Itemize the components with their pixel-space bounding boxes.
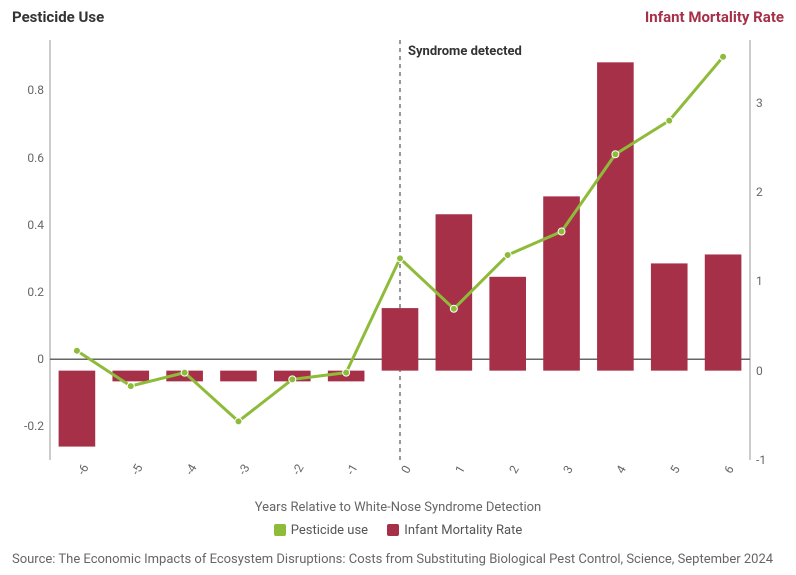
line-marker (666, 117, 673, 124)
x-tick: 2 (506, 463, 521, 476)
x-axis-label: Years Relative to White-Nose Syndrome De… (0, 500, 796, 515)
line-marker (397, 255, 404, 262)
bar (436, 214, 473, 370)
bar (382, 308, 419, 371)
bar (543, 196, 580, 370)
plot-area: -0.200.20.40.60.8-10123-6-5-4-3-2-101234… (50, 40, 750, 460)
legend: Pesticide use Infant Mortality Rate (0, 523, 796, 541)
bar (597, 62, 634, 370)
bar (489, 277, 526, 371)
source-text: Source: The Economic Impacts of Ecosyste… (12, 552, 773, 567)
line-marker (73, 347, 80, 354)
line-marker (450, 305, 457, 312)
line-marker (181, 369, 188, 376)
x-tick: -5 (128, 462, 145, 478)
bar (220, 371, 257, 382)
line-marker (612, 151, 619, 158)
chart-container: Pesticide Use Infant Mortality Rate -0.2… (0, 0, 796, 575)
y-tick-right: 2 (756, 185, 763, 199)
line-marker (289, 376, 296, 383)
bar (651, 263, 688, 370)
legend-label-mortality: Infant Mortality Rate (404, 523, 522, 538)
x-tick: 4 (614, 463, 629, 476)
chart-svg (50, 40, 750, 460)
x-tick: -3 (236, 462, 253, 478)
line-marker (558, 228, 565, 235)
x-tick: 0 (398, 463, 413, 476)
line-marker (504, 252, 511, 259)
x-tick: 6 (721, 463, 736, 476)
y-tick-right: 0 (756, 364, 763, 378)
y-tick-right: 3 (756, 96, 763, 110)
y-tick-right: -1 (756, 453, 766, 467)
y-tick-left: 0.6 (27, 151, 44, 165)
x-tick: -1 (344, 462, 361, 478)
bar (59, 371, 96, 447)
left-axis-title: Pesticide Use (12, 8, 104, 26)
x-tick: -2 (290, 462, 307, 478)
y-tick-left: 0.2 (27, 285, 44, 299)
line-marker (720, 53, 727, 60)
x-tick: 1 (452, 463, 467, 476)
line-marker (343, 369, 350, 376)
legend-item-mortality: Infant Mortality Rate (387, 523, 522, 538)
legend-label-pesticide: Pesticide use (291, 523, 368, 538)
right-axis-title: Infant Mortality Rate (645, 8, 784, 26)
x-tick: -6 (74, 462, 91, 478)
y-tick-left: 0 (37, 352, 44, 366)
y-tick-left: -0.2 (24, 419, 44, 433)
legend-swatch-mortality (387, 524, 399, 536)
bar (705, 254, 742, 370)
line-marker (235, 418, 242, 425)
x-tick: -4 (182, 462, 199, 478)
x-tick: 5 (668, 463, 683, 476)
y-tick-left: 0.4 (27, 218, 44, 232)
y-tick-right: 1 (756, 274, 763, 288)
y-tick-left: 0.8 (27, 83, 44, 97)
annotation-syndrome-detected: Syndrome detected (408, 44, 522, 59)
line-marker (127, 383, 134, 390)
legend-item-pesticide: Pesticide use (274, 523, 368, 538)
x-tick: 3 (560, 463, 575, 476)
legend-swatch-pesticide (274, 524, 286, 536)
